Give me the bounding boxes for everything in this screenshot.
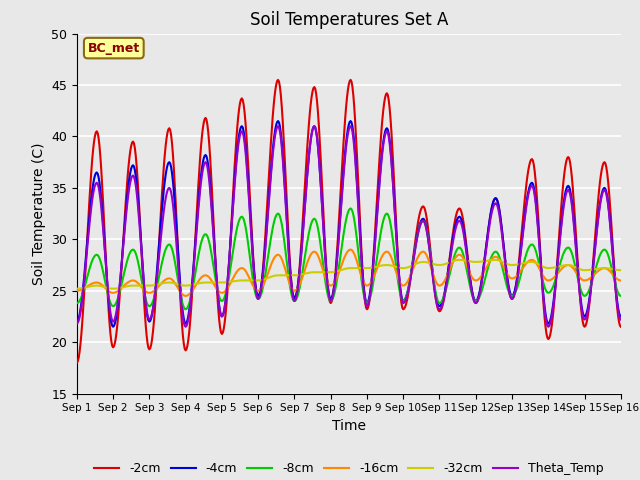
-4cm — [175, 268, 183, 274]
-2cm — [73, 360, 81, 366]
Theta_Temp — [617, 317, 625, 323]
-8cm — [347, 205, 355, 211]
-2cm — [508, 295, 515, 301]
-4cm — [602, 186, 609, 192]
-32cm — [508, 262, 515, 268]
-4cm — [253, 292, 261, 298]
Line: -16cm: -16cm — [77, 250, 621, 296]
-2cm — [275, 77, 282, 83]
Legend: -2cm, -4cm, -8cm, -16cm, -32cm, Theta_Temp: -2cm, -4cm, -8cm, -16cm, -32cm, Theta_Te… — [90, 457, 608, 480]
-16cm — [73, 288, 81, 294]
-16cm — [617, 277, 625, 283]
-8cm — [175, 280, 182, 286]
Text: BC_met: BC_met — [88, 42, 140, 55]
X-axis label: Time: Time — [332, 419, 366, 433]
-16cm — [602, 265, 609, 271]
-16cm — [108, 289, 115, 295]
-8cm — [73, 300, 81, 306]
-8cm — [582, 292, 590, 298]
-16cm — [182, 293, 189, 299]
-8cm — [617, 293, 625, 299]
-4cm — [617, 313, 625, 319]
Theta_Temp — [253, 295, 261, 300]
-32cm — [456, 257, 463, 263]
-8cm — [508, 293, 516, 299]
Theta_Temp — [182, 324, 189, 330]
-16cm — [508, 276, 516, 281]
-2cm — [617, 324, 625, 330]
-8cm — [602, 247, 609, 253]
-2cm — [108, 338, 115, 344]
Line: Theta_Temp: Theta_Temp — [77, 126, 621, 327]
Line: -2cm: -2cm — [77, 80, 621, 363]
Theta_Temp — [602, 188, 609, 194]
-4cm — [108, 319, 115, 325]
Theta_Temp — [175, 266, 182, 272]
Title: Soil Temperatures Set A: Soil Temperatures Set A — [250, 11, 448, 29]
Y-axis label: Soil Temperature (C): Soil Temperature (C) — [31, 143, 45, 285]
-16cm — [175, 286, 182, 291]
-32cm — [601, 265, 609, 271]
-32cm — [108, 286, 115, 291]
Theta_Temp — [108, 314, 115, 320]
-16cm — [253, 288, 261, 293]
-8cm — [108, 302, 115, 308]
Line: -4cm: -4cm — [77, 121, 621, 327]
-2cm — [175, 256, 182, 262]
-2cm — [252, 290, 260, 296]
-32cm — [582, 267, 589, 273]
Theta_Temp — [275, 123, 282, 129]
-4cm — [109, 324, 117, 330]
Theta_Temp — [582, 314, 590, 320]
Theta_Temp — [508, 296, 516, 302]
-8cm — [182, 306, 189, 312]
Line: -8cm: -8cm — [77, 208, 621, 309]
-4cm — [73, 319, 81, 324]
-2cm — [582, 323, 589, 329]
-4cm — [582, 311, 590, 317]
-32cm — [73, 286, 81, 291]
-4cm — [275, 118, 282, 124]
-16cm — [347, 247, 355, 252]
-4cm — [508, 293, 516, 299]
-32cm — [252, 277, 260, 283]
Line: -32cm: -32cm — [77, 260, 621, 288]
-16cm — [582, 277, 590, 283]
-8cm — [253, 296, 261, 301]
Theta_Temp — [73, 321, 81, 326]
-32cm — [617, 267, 625, 273]
-2cm — [601, 159, 609, 165]
-32cm — [175, 281, 182, 287]
